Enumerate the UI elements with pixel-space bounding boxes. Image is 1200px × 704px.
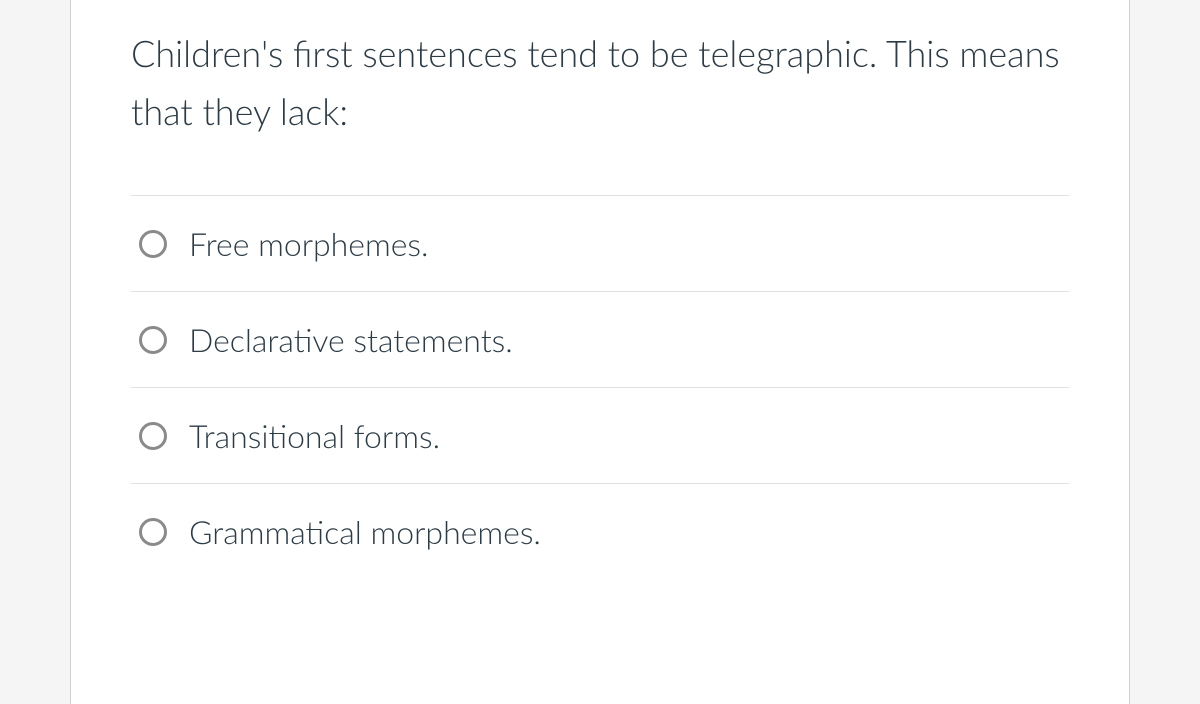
radio-icon[interactable] <box>139 326 167 354</box>
options-list: Free morphemes. Declarative statements. … <box>131 195 1069 579</box>
radio-icon[interactable] <box>139 518 167 546</box>
question-card: Children's first sentences tend to be te… <box>70 0 1130 704</box>
option-label: Transitional forms. <box>189 416 440 455</box>
radio-icon[interactable] <box>139 422 167 450</box>
option-label: Grammatical morphemes. <box>189 512 541 551</box>
option-row[interactable]: Free morphemes. <box>131 195 1069 291</box>
option-row[interactable]: Transitional forms. <box>131 387 1069 483</box>
question-prompt: Children's first sentences tend to be te… <box>131 25 1069 140</box>
option-row[interactable]: Grammatical morphemes. <box>131 483 1069 579</box>
option-label: Free morphemes. <box>189 224 428 263</box>
option-label: Declarative statements. <box>189 320 513 359</box>
radio-icon[interactable] <box>139 230 167 258</box>
option-row[interactable]: Declarative statements. <box>131 291 1069 387</box>
